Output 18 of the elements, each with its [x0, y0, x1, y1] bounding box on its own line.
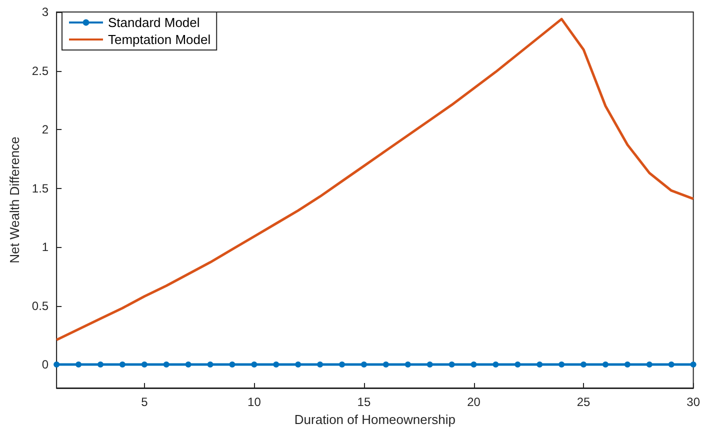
y-tick-label: 2: [42, 122, 49, 136]
legend-label: Standard Model: [108, 15, 200, 30]
x-tick-label: 30: [686, 395, 700, 409]
y-axis-title: Net Wealth Difference: [7, 136, 22, 264]
y-tick-label: 1: [42, 240, 49, 254]
y-tick-label: 1.5: [32, 181, 49, 196]
x-tick-label: 15: [357, 395, 371, 409]
y-tick-label: 0.5: [32, 298, 49, 313]
x-tick-label: 5: [141, 395, 148, 409]
y-tick-label: 2.5: [32, 64, 49, 78]
legend-label: Temptation Model: [108, 32, 211, 47]
x-tick-label: 20: [467, 395, 481, 409]
x-tick-label: 25: [576, 395, 591, 409]
x-tick-label: 10: [248, 395, 262, 409]
y-tick-label: 0: [42, 358, 49, 372]
x-axis-title: Duration of Homeownership: [294, 412, 456, 427]
y-tick-label: 3: [42, 5, 49, 19]
line-series: [55, 18, 695, 342]
